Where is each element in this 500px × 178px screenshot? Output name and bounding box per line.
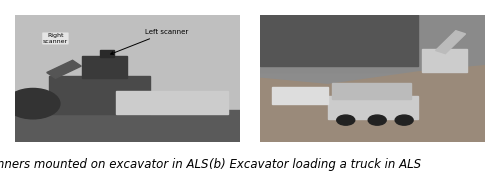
Bar [47,60,81,78]
Bar [332,83,411,99]
Bar [100,50,114,57]
Bar [82,56,128,78]
Circle shape [6,88,60,119]
Bar [328,96,418,119]
Polygon shape [260,66,485,142]
Bar [116,91,228,114]
Bar [48,76,150,114]
Bar [15,110,239,142]
Text: (a) Laser scanners mounted on excavator in ALS: (a) Laser scanners mounted on excavator … [0,158,209,171]
Bar [272,87,328,104]
Bar [260,15,418,66]
Bar [436,31,466,54]
Circle shape [395,115,413,125]
Text: Right
scanner: Right scanner [43,33,68,44]
Bar [260,15,485,72]
Circle shape [368,115,386,125]
Bar [422,49,467,72]
Text: Left scanner: Left scanner [110,29,188,54]
Circle shape [337,115,354,125]
Text: (b) Excavator loading a truck in ALS: (b) Excavator loading a truck in ALS [209,158,421,171]
